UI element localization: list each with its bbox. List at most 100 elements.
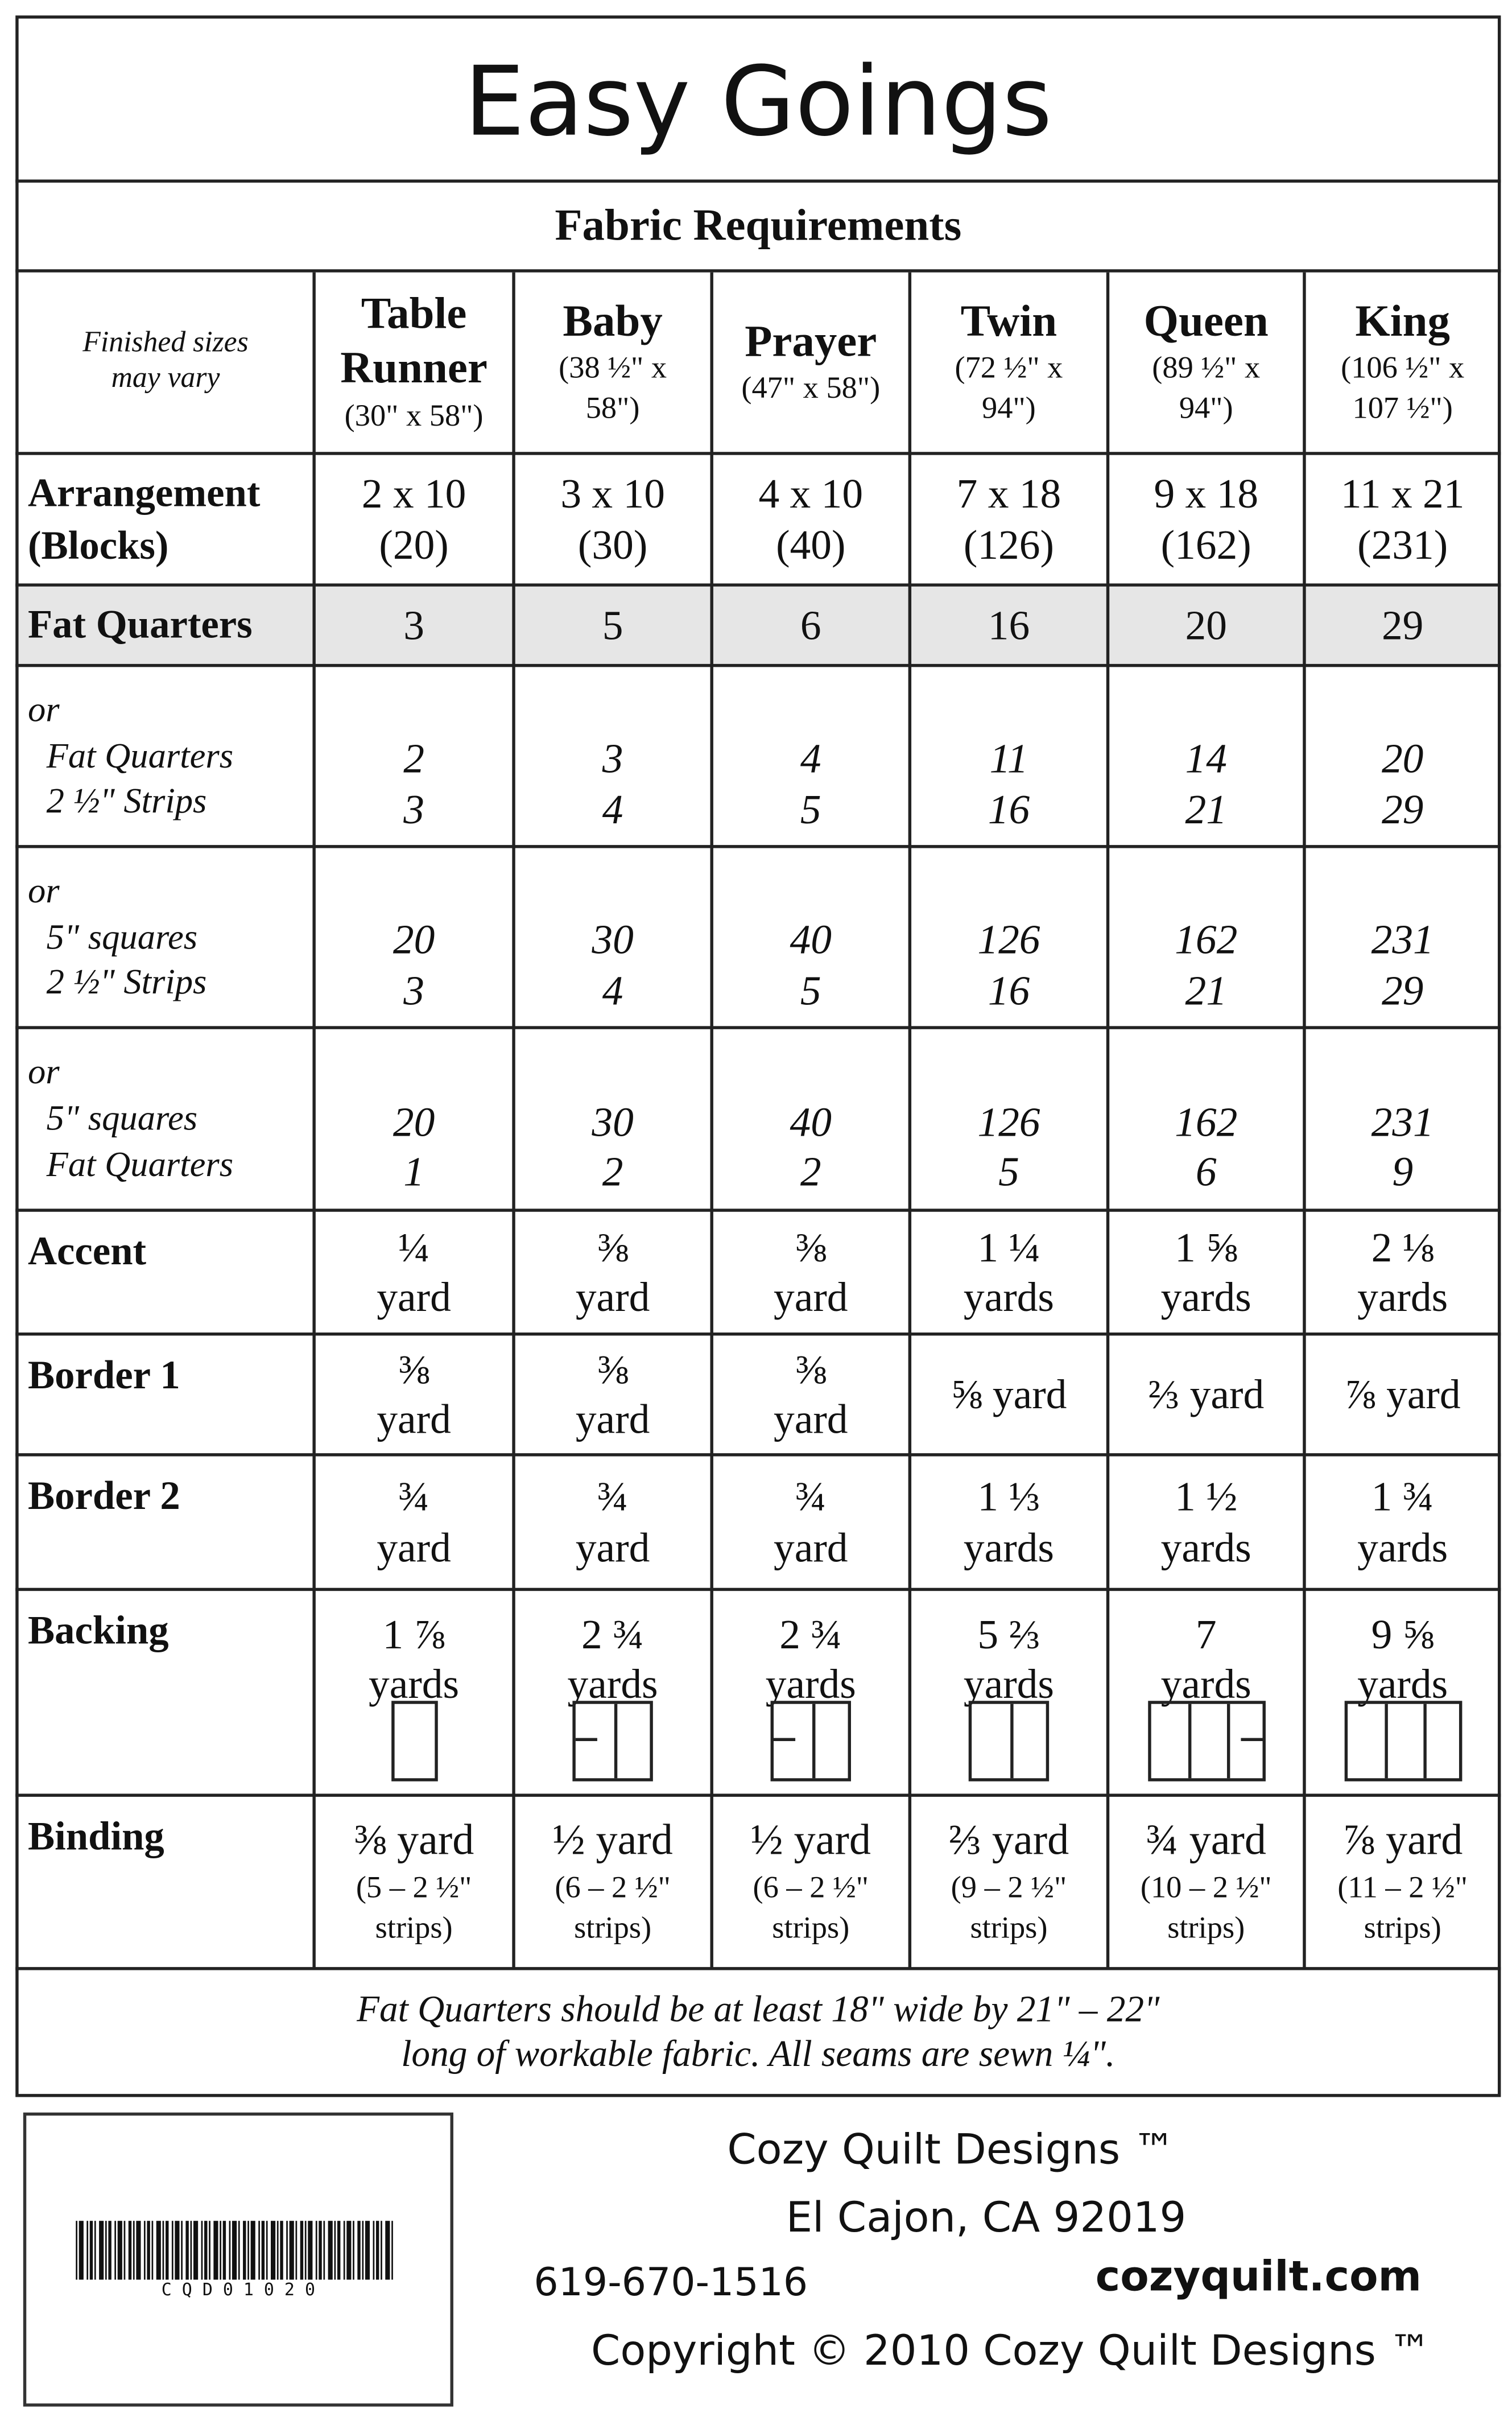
- cell-line: ¾: [398, 1473, 430, 1520]
- cell: 1 ⅞ yards: [314, 1589, 514, 1729]
- cell-line: 29: [1381, 601, 1424, 649]
- row-label: or Fat Quarters 2 ½" Strips: [28, 666, 314, 847]
- column-header: Baby (38 ½" x 58"): [514, 273, 712, 452]
- bar: [319, 2221, 322, 2280]
- column-rule: [710, 272, 713, 1969]
- column-header: King (106 ½" x 107 ½"): [1304, 273, 1501, 452]
- rule: [15, 1332, 1501, 1336]
- cell-line: yard: [377, 1273, 451, 1321]
- cell-line: 1 ⅓: [977, 1473, 1040, 1520]
- cell: 1 ¾ yards: [1304, 1455, 1501, 1590]
- cell-line: 2 ¾: [779, 1610, 842, 1657]
- bar: [323, 2221, 325, 2280]
- row-label: Arrangement (Blocks): [28, 453, 314, 585]
- cell: 30 2: [514, 1028, 712, 1210]
- row-label: Backing: [28, 1589, 314, 1795]
- bar: [343, 2221, 345, 2280]
- bar: [175, 2221, 180, 2280]
- bar: [143, 2221, 146, 2280]
- column-rule: [312, 272, 316, 1969]
- cell: 29: [1304, 585, 1501, 665]
- cell-line: ⅜: [398, 1346, 430, 1392]
- bar: [171, 2221, 173, 2280]
- column-size: (47" x 58"): [741, 372, 881, 406]
- cell: 20 29: [1304, 666, 1501, 847]
- cell-line: ⅜ yard: [353, 1817, 474, 1866]
- seam: [614, 1704, 618, 1779]
- cell: ⅜ yard (5 – 2 ½" strips): [314, 1795, 514, 1969]
- cell-line: 7 x 18: [956, 471, 1061, 517]
- bar: [258, 2221, 260, 2280]
- cell-line: yards: [369, 1660, 460, 1708]
- row-label: Border 1: [28, 1334, 314, 1455]
- column-size: (30" x 58"): [344, 399, 484, 434]
- bar: [136, 2221, 141, 2280]
- cell-line: yards: [963, 1273, 1054, 1321]
- cell-line: ⅜: [597, 1346, 629, 1392]
- backing-diagram: [572, 1701, 653, 1781]
- label-line: 5" squares: [46, 1099, 198, 1138]
- cell: ⅞ yard: [1304, 1334, 1501, 1455]
- rule: [15, 663, 1501, 667]
- label-line: Fat Quarters: [46, 1145, 234, 1184]
- cell-line: yard: [575, 1273, 650, 1321]
- cell: ⅜ yard: [314, 1334, 514, 1455]
- bar: [346, 2221, 352, 2280]
- bar: [308, 2221, 313, 2280]
- cell-line: (6 – 2 ½": [555, 1870, 671, 1905]
- label-line: Arrangement: [27, 470, 261, 515]
- cell-line: ½ yard: [552, 1817, 673, 1866]
- cell-line: 1 ¾: [1371, 1473, 1434, 1520]
- cell-line: 3: [602, 735, 623, 782]
- cell-line: 3 x 10: [560, 471, 665, 517]
- cell-line: yard: [377, 1523, 451, 1570]
- cell-line: yards: [1160, 1273, 1251, 1321]
- phone: 619-670-1516: [534, 2259, 808, 2305]
- bar: [185, 2221, 189, 2280]
- bar: [304, 2221, 307, 2280]
- row-label: Border 2: [28, 1455, 314, 1590]
- cell: ½ yard (6 – 2 ½" strips): [514, 1795, 712, 1969]
- title: Easy Goings: [464, 44, 1052, 158]
- cell-line: 5: [998, 1148, 1019, 1195]
- cell-line: yard: [774, 1273, 848, 1321]
- cell-line: 2 ¾: [581, 1610, 645, 1657]
- cell-line: 11 x 21: [1340, 471, 1465, 517]
- cell: 20: [1108, 585, 1304, 665]
- bar: [375, 2221, 379, 2280]
- cell-line: 4: [602, 785, 623, 832]
- seam: [575, 1738, 597, 1741]
- cell: ¼ yard: [314, 1210, 514, 1334]
- cell-line: 2: [800, 1148, 821, 1195]
- cell: 7 x 18 (126): [910, 453, 1108, 585]
- cell: 5: [514, 585, 712, 665]
- label-line: or: [27, 871, 60, 910]
- bar: [190, 2221, 192, 2280]
- cell-line: (6 – 2 ½": [753, 1870, 869, 1905]
- cell-line: strips): [1364, 1911, 1441, 1945]
- subtitle: Fabric Requirements: [555, 201, 962, 251]
- website: cozyquilt.com: [1095, 2253, 1422, 2302]
- footnote-line: long of workable fabric. All seams are s…: [401, 2034, 1116, 2075]
- bar: [94, 2221, 96, 2280]
- cell: 4 x 10 (40): [712, 453, 910, 585]
- cell: 40 5: [712, 847, 910, 1028]
- label-line: Fat Quarters: [46, 736, 234, 775]
- cell: 126 16: [910, 847, 1108, 1028]
- label-line: 2 ½" Strips: [46, 963, 207, 1003]
- bar: [353, 2221, 354, 2280]
- cell: 9 x 18 (162): [1108, 453, 1304, 585]
- bar: [357, 2221, 361, 2280]
- note-line: may vary: [111, 362, 220, 395]
- label-line: Backing: [27, 1608, 169, 1653]
- bar: [238, 2221, 240, 2280]
- cell: 231 29: [1304, 847, 1501, 1028]
- cell-line: 2: [602, 1148, 623, 1195]
- bar: [373, 2221, 375, 2280]
- cell-line: 4: [800, 735, 821, 782]
- column-size: 58"): [585, 392, 640, 427]
- cell: 2 ¾ yards: [514, 1589, 712, 1729]
- bar: [300, 2221, 304, 2280]
- bar: [166, 2221, 169, 2280]
- cell: 1 ½ yards: [1108, 1455, 1304, 1590]
